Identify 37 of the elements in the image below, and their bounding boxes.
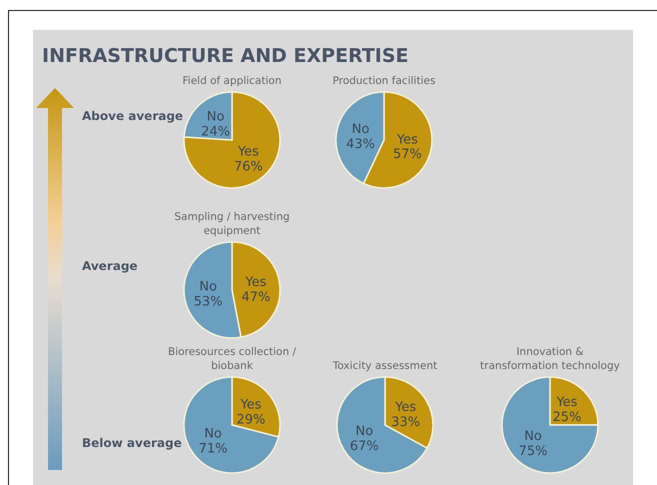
slice-label: Yes [239, 397, 262, 412]
chart-title: Bioresources collection / biobank [168, 346, 296, 372]
text: INFRASTRUCTURE AND EXPERTISE [42, 45, 409, 67]
slice-label: No [199, 279, 217, 294]
slice-label: Yes [394, 400, 416, 415]
pie-slice [501, 376, 599, 474]
chart-title: Sampling / harvesting equipment [174, 211, 290, 237]
slice-label: Yes [236, 144, 260, 160]
data-label: 25% [552, 410, 582, 426]
slice-label: No [206, 110, 224, 125]
data-label: 67% [350, 439, 379, 454]
text: Average [82, 259, 138, 273]
slice-label: Yes [244, 274, 267, 290]
pie-slice [183, 91, 281, 189]
chart-title: Toxicity assessment [332, 360, 438, 372]
data-label: 29% [236, 412, 266, 428]
data-label: 75% [518, 444, 548, 459]
data-label: 76% [234, 159, 263, 174]
text: Above average [82, 109, 184, 123]
data-label: 57% [392, 147, 422, 162]
data-label: 71% [198, 442, 228, 457]
data-label: 24% [201, 124, 230, 140]
chart-title: Field of application [182, 75, 282, 87]
slice-label: Yes [396, 132, 418, 148]
data-label: 53% [194, 294, 223, 310]
slice-label: No [356, 424, 374, 440]
text: Below average [82, 436, 182, 450]
data-label: 43% [346, 136, 376, 152]
pie-slice [183, 376, 280, 474]
data-label: 33% [391, 414, 420, 430]
slice-label: No [524, 428, 542, 444]
slice-label: No [352, 122, 370, 137]
chart-title: Innovation & transformation technology [480, 346, 620, 372]
chart-title: Production facilities [332, 75, 436, 87]
slice-label: No [204, 426, 222, 442]
data-label: 47% [241, 290, 270, 305]
slice-label: Yes [555, 395, 578, 410]
